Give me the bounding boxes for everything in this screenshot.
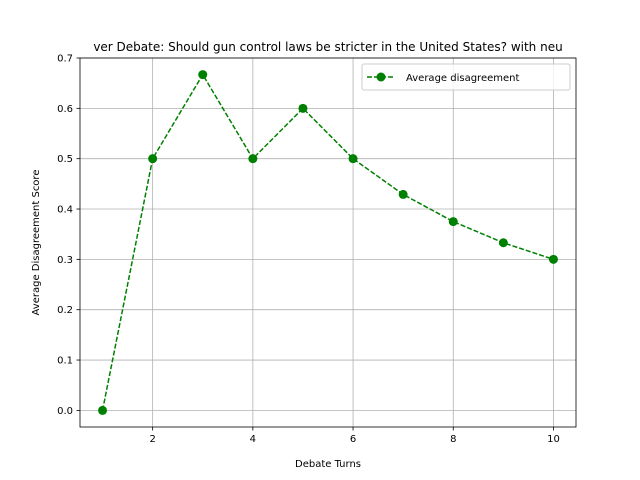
data-point — [298, 103, 308, 113]
y-tick-label: 0.4 — [57, 205, 73, 216]
legend: Average disagreement — [361, 63, 571, 91]
ticks: 2 4 6 8 10 0.0 0.1 0.2 0.3 0.4 0.5 0.6 0.7 — [57, 54, 560, 446]
x-tick-label: 2 — [149, 434, 155, 445]
y-tick-label: 0.7 — [57, 54, 73, 65]
y-tick-label: 0.1 — [57, 356, 73, 367]
x-tick-label: 4 — [250, 434, 256, 445]
series-line — [101, 73, 554, 411]
x-tick-label: 8 — [450, 434, 456, 445]
data-point — [98, 405, 108, 415]
y-tick-label: 0.5 — [57, 154, 73, 165]
series-layer — [98, 70, 558, 415]
y-tick-label: 0.3 — [57, 255, 73, 266]
legend-entry-average-disagreement: Average disagreement — [406, 73, 519, 84]
data-point — [498, 238, 508, 248]
x-axis-label: Debate Turns — [295, 459, 361, 470]
y-tick-label: 0.0 — [57, 406, 73, 417]
x-tick-label: 10 — [547, 434, 560, 445]
data-point — [448, 217, 458, 227]
data-point — [548, 254, 558, 264]
data-point — [248, 154, 258, 164]
data-point — [348, 154, 358, 164]
data-point — [148, 154, 158, 164]
y-axis-label: Average Disagreement Score — [31, 170, 42, 316]
data-point — [398, 189, 408, 199]
x-tick-label: 6 — [350, 434, 356, 445]
grid — [80, 57, 576, 427]
legend-box — [361, 63, 571, 91]
y-tick-label: 0.2 — [57, 305, 73, 316]
legend-marker-sample — [376, 72, 386, 82]
chart-title: ver Debate: Should gun control laws be s… — [93, 40, 562, 54]
y-tick-label: 0.6 — [57, 104, 73, 115]
plot-frame — [79, 57, 577, 428]
data-point — [198, 70, 208, 80]
